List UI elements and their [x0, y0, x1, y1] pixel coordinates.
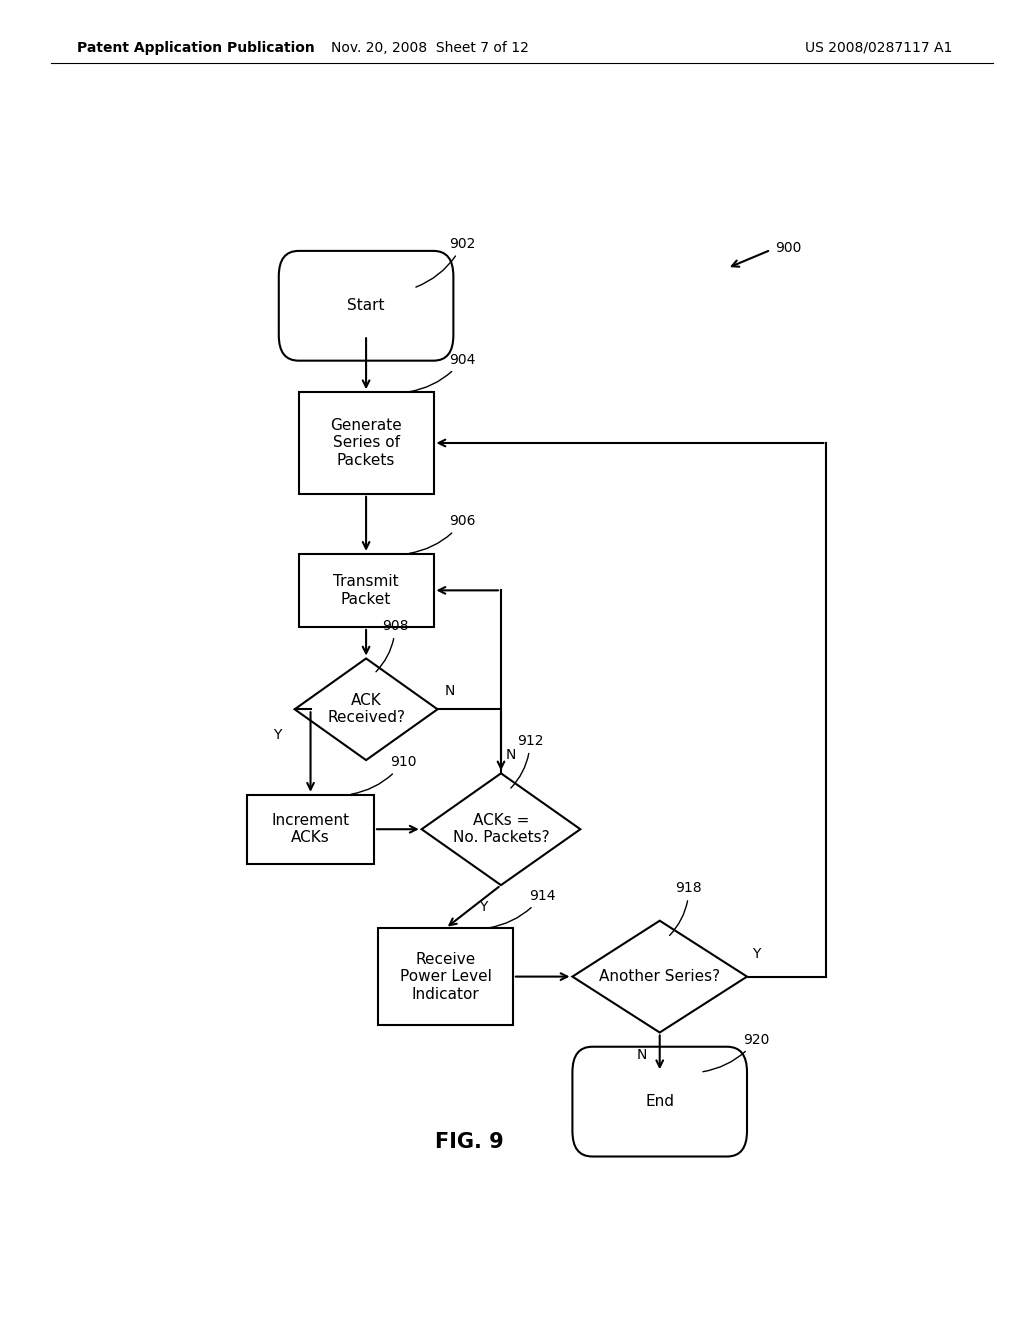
Text: 908: 908 [376, 619, 409, 672]
Text: Nov. 20, 2008  Sheet 7 of 12: Nov. 20, 2008 Sheet 7 of 12 [331, 41, 529, 55]
Bar [247, 795, 374, 863]
Text: N: N [444, 684, 455, 698]
Text: 920: 920 [702, 1032, 769, 1072]
Text: ACK
Received?: ACK Received? [327, 693, 406, 726]
Text: Generate
Series of
Packets: Generate Series of Packets [330, 418, 402, 467]
Text: 914: 914 [488, 888, 555, 928]
Text: Receive
Power Level
Indicator: Receive Power Level Indicator [399, 952, 492, 1002]
Bar [299, 392, 433, 494]
Text: 900: 900 [775, 240, 801, 255]
Text: 912: 912 [511, 734, 544, 788]
Bar [378, 928, 513, 1024]
Text: Start: Start [347, 298, 385, 313]
Text: Increment
ACKs: Increment ACKs [271, 813, 349, 845]
FancyBboxPatch shape [279, 251, 454, 360]
FancyBboxPatch shape [572, 1047, 748, 1156]
Text: Y: Y [479, 900, 487, 915]
Text: 910: 910 [351, 755, 417, 795]
Text: Patent Application Publication: Patent Application Publication [77, 41, 314, 55]
Text: Y: Y [753, 948, 761, 961]
Polygon shape [295, 659, 437, 760]
Text: 906: 906 [410, 515, 476, 553]
Text: N: N [637, 1048, 647, 1061]
Text: 902: 902 [416, 236, 476, 288]
Text: Another Series?: Another Series? [599, 969, 720, 985]
Bar [299, 554, 433, 627]
Text: US 2008/0287117 A1: US 2008/0287117 A1 [805, 41, 952, 55]
Text: End: End [645, 1094, 674, 1109]
Text: ACKs =
No. Packets?: ACKs = No. Packets? [453, 813, 549, 845]
Text: FIG. 9: FIG. 9 [435, 1133, 504, 1152]
Text: Y: Y [273, 727, 282, 742]
Polygon shape [572, 921, 748, 1032]
Text: 918: 918 [670, 882, 702, 936]
Text: 904: 904 [410, 352, 476, 392]
Text: N: N [505, 748, 516, 762]
Polygon shape [422, 774, 581, 886]
Text: Transmit
Packet: Transmit Packet [333, 574, 399, 607]
